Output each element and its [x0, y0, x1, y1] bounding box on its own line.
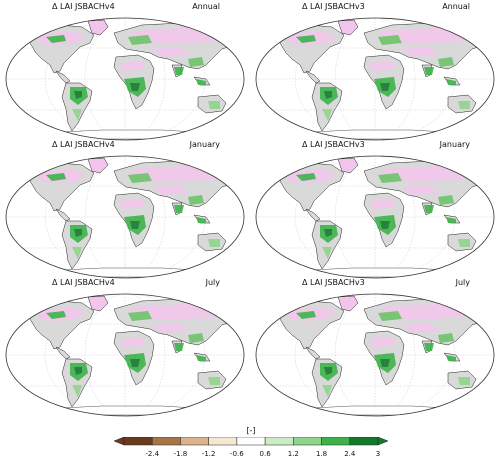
map-panel-v4-january: Δ LAI JSBACHv4 January: [2, 140, 248, 286]
colorbar-min-extend: [114, 437, 125, 446]
map-panel-v4-july: Δ LAI JSBACHv4 July: [2, 278, 248, 424]
colorbar-unit-label: [-]: [246, 426, 256, 435]
panel-period-label: July: [455, 278, 470, 287]
colorbar-segment: [293, 437, 322, 446]
panel-period-label: July: [205, 278, 220, 287]
colorbar-legend: [-] -2.4 -1.8 -1.2 -0.6 0.6 1.2 1.8 2.4 3: [114, 426, 388, 460]
colorbar-tick-label: -1.2: [201, 450, 216, 458]
colorbar-scale: [114, 437, 388, 446]
colorbar-segment: [208, 437, 238, 446]
panel-model-label: Δ LAI JSBACHv3: [302, 278, 365, 287]
world-map: [2, 13, 248, 146]
colorbar-segment: [123, 437, 153, 446]
map-panel-v4-annual: Δ LAI JSBACHv4 Annual: [2, 2, 248, 148]
colorbar-segment: [349, 437, 379, 446]
panel-model-label: Δ LAI JSBACHv3: [302, 2, 365, 11]
panel-period-label: January: [439, 140, 470, 149]
panel-model-label: Δ LAI JSBACHv4: [52, 278, 115, 287]
panel-model-label: Δ LAI JSBACHv3: [302, 140, 365, 149]
world-map: [2, 151, 248, 284]
colorbar-segment: [236, 437, 266, 446]
map-panel-v3-january: Δ LAI JSBACHv3 January: [252, 140, 498, 286]
colorbar-segment: [180, 437, 209, 446]
world-map: [252, 13, 498, 146]
colorbar-segment: [264, 437, 294, 446]
colorbar-segment: [151, 437, 181, 446]
world-map: [252, 289, 498, 422]
colorbar-tick-label: 0.6: [259, 450, 271, 458]
panel-model-label: Δ LAI JSBACHv4: [52, 140, 115, 149]
colorbar-tick-label: -2.4: [145, 450, 160, 458]
colorbar-segment: [321, 437, 351, 446]
world-map: [2, 289, 248, 422]
panel-model-label: Δ LAI JSBACHv4: [52, 2, 115, 11]
map-panel-v3-annual: Δ LAI JSBACHv3 Annual: [252, 2, 498, 148]
colorbar-tick-label: 3: [375, 450, 381, 458]
panel-period-label: January: [189, 140, 220, 149]
map-panel-v3-july: Δ LAI JSBACHv3 July: [252, 278, 498, 424]
colorbar-tick-label: 1.8: [315, 450, 328, 458]
colorbar-tick-label: 2.4: [344, 450, 356, 458]
panel-period-label: Annual: [192, 2, 220, 11]
panel-period-label: Annual: [442, 2, 470, 11]
colorbar-tick-label: -0.6: [230, 450, 244, 458]
colorbar-max-extend: [377, 437, 388, 446]
world-map: [252, 151, 498, 284]
colorbar-tick-label: 1.2: [287, 450, 299, 458]
colorbar-tick-label: -1.8: [173, 450, 188, 458]
